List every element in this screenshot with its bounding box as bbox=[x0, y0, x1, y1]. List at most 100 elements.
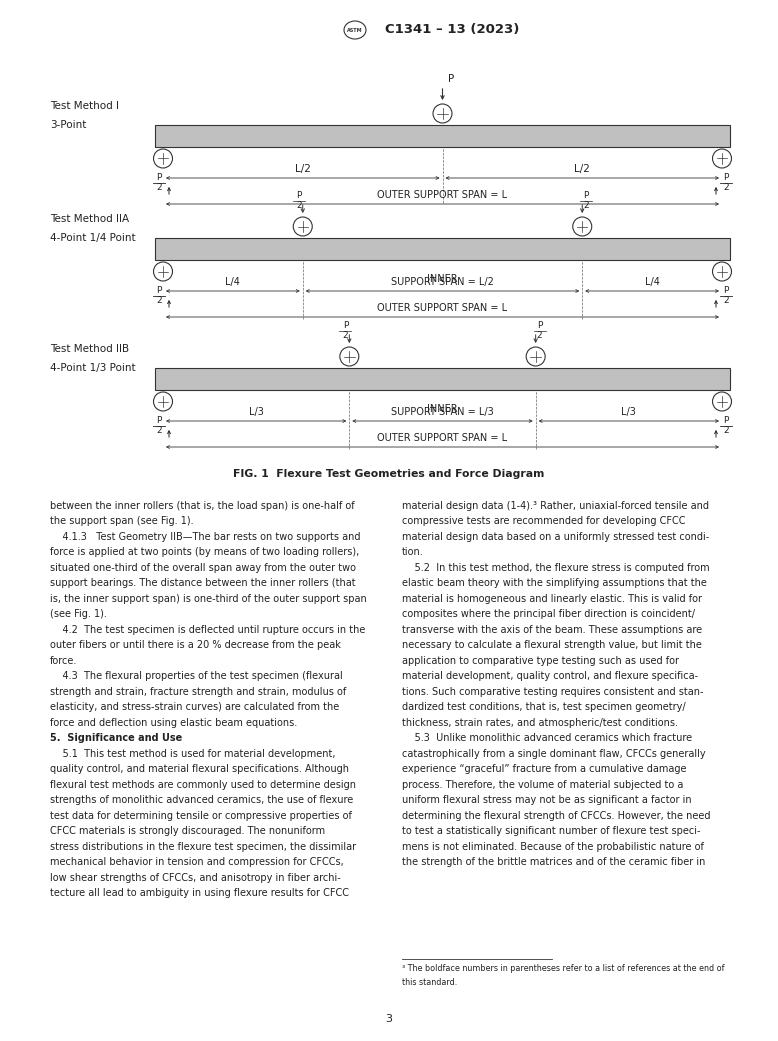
Text: 4-Point 1/3 Point: 4-Point 1/3 Point bbox=[50, 363, 135, 373]
Text: P: P bbox=[584, 191, 589, 200]
Text: INNER: INNER bbox=[427, 404, 457, 414]
Text: the support span (see Fig. 1).: the support span (see Fig. 1). bbox=[50, 516, 194, 527]
Text: force and deflection using elastic beam equations.: force and deflection using elastic beam … bbox=[50, 718, 297, 728]
Circle shape bbox=[526, 347, 545, 366]
Text: tions. Such comparative testing requires consistent and stan-: tions. Such comparative testing requires… bbox=[402, 687, 703, 697]
Text: P: P bbox=[724, 286, 729, 295]
Text: 4.1.3   Test Geometry IIB—The bar rests on two supports and: 4.1.3 Test Geometry IIB—The bar rests on… bbox=[50, 532, 360, 542]
Text: FIG. 1  Flexure Test Geometries and Force Diagram: FIG. 1 Flexure Test Geometries and Force… bbox=[233, 469, 545, 479]
Text: OUTER SUPPORT SPAN = L: OUTER SUPPORT SPAN = L bbox=[377, 303, 507, 313]
Text: 2: 2 bbox=[156, 297, 162, 305]
Text: L/4: L/4 bbox=[645, 277, 660, 287]
Text: L/2: L/2 bbox=[574, 164, 591, 174]
Text: this standard.: this standard. bbox=[402, 977, 457, 987]
Text: mechanical behavior in tension and compression for CFCCs,: mechanical behavior in tension and compr… bbox=[50, 858, 344, 867]
Text: experience “graceful” fracture from a cumulative damage: experience “graceful” fracture from a cu… bbox=[402, 764, 686, 775]
Text: necessary to calculate a flexural strength value, but limit the: necessary to calculate a flexural streng… bbox=[402, 640, 702, 651]
Text: INNER: INNER bbox=[427, 274, 457, 284]
Text: 4.3  The flexural properties of the test specimen (flexural: 4.3 The flexural properties of the test … bbox=[50, 671, 343, 682]
Text: process. Therefore, the volume of material subjected to a: process. Therefore, the volume of materi… bbox=[402, 780, 683, 790]
Text: compressive tests are recommended for developing CFCC: compressive tests are recommended for de… bbox=[402, 516, 685, 527]
Text: outer fibers or until there is a 20 % decrease from the peak: outer fibers or until there is a 20 % de… bbox=[50, 640, 341, 651]
Text: P: P bbox=[156, 173, 162, 182]
Text: material design data based on a uniformly stressed test condi-: material design data based on a uniforml… bbox=[402, 532, 710, 542]
Circle shape bbox=[153, 149, 173, 168]
Text: P: P bbox=[156, 416, 162, 425]
Text: the strength of the brittle matrices and of the ceramic fiber in: the strength of the brittle matrices and… bbox=[402, 858, 706, 867]
Circle shape bbox=[340, 347, 359, 366]
Text: P: P bbox=[342, 321, 348, 330]
Text: strength and strain, fracture strength and strain, modulus of: strength and strain, fracture strength a… bbox=[50, 687, 346, 697]
Circle shape bbox=[433, 104, 452, 123]
Text: strengths of monolithic advanced ceramics, the use of flexure: strengths of monolithic advanced ceramic… bbox=[50, 795, 353, 806]
Text: 2: 2 bbox=[156, 183, 162, 193]
Text: 2: 2 bbox=[156, 427, 162, 435]
Text: catastrophically from a single dominant flaw, CFCCs generally: catastrophically from a single dominant … bbox=[402, 750, 706, 759]
Text: material is homogeneous and linearly elastic. This is valid for: material is homogeneous and linearly ela… bbox=[402, 594, 702, 604]
Text: ASTM: ASTM bbox=[347, 27, 363, 32]
Text: 2: 2 bbox=[724, 183, 729, 193]
Text: L/3: L/3 bbox=[249, 407, 264, 417]
Text: 2: 2 bbox=[724, 427, 729, 435]
Circle shape bbox=[713, 262, 731, 281]
Text: tion.: tion. bbox=[402, 548, 424, 558]
Text: L/4: L/4 bbox=[226, 277, 240, 287]
Text: dardized test conditions, that is, test specimen geometry/: dardized test conditions, that is, test … bbox=[402, 703, 685, 712]
Text: force.: force. bbox=[50, 656, 77, 666]
Text: composites where the principal fiber direction is coincident/: composites where the principal fiber dir… bbox=[402, 609, 695, 619]
Circle shape bbox=[713, 392, 731, 411]
Circle shape bbox=[153, 262, 173, 281]
Text: Test Method IIA: Test Method IIA bbox=[50, 214, 129, 224]
Text: 2: 2 bbox=[537, 331, 542, 340]
Text: CFCC materials is strongly discouraged. The nonuniform: CFCC materials is strongly discouraged. … bbox=[50, 827, 325, 837]
Text: Test Method IIB: Test Method IIB bbox=[50, 344, 129, 354]
Text: 4-Point 1/4 Point: 4-Point 1/4 Point bbox=[50, 233, 135, 243]
Text: thickness, strain rates, and atmospheric/test conditions.: thickness, strain rates, and atmospheric… bbox=[402, 718, 678, 728]
Text: OUTER SUPPORT SPAN = L: OUTER SUPPORT SPAN = L bbox=[377, 191, 507, 200]
Text: low shear strengths of CFCCs, and anisotropy in fiber archi-: low shear strengths of CFCCs, and anisot… bbox=[50, 873, 341, 883]
Text: P: P bbox=[296, 191, 301, 200]
Circle shape bbox=[573, 217, 592, 236]
Text: 5.3  Unlike monolithic advanced ceramics which fracture: 5.3 Unlike monolithic advanced ceramics … bbox=[402, 734, 692, 743]
Text: elasticity, and stress-strain curves) are calculated from the: elasticity, and stress-strain curves) ar… bbox=[50, 703, 339, 712]
Text: P: P bbox=[537, 321, 542, 330]
Text: C1341 – 13 (2023): C1341 – 13 (2023) bbox=[385, 24, 520, 36]
Text: SUPPORT SPAN = L/3: SUPPORT SPAN = L/3 bbox=[391, 407, 494, 417]
Text: SUPPORT SPAN = L/2: SUPPORT SPAN = L/2 bbox=[391, 278, 494, 287]
Text: transverse with the axis of the beam. These assumptions are: transverse with the axis of the beam. Th… bbox=[402, 625, 702, 635]
Text: tecture all lead to ambiguity in using flexure results for CFCC: tecture all lead to ambiguity in using f… bbox=[50, 889, 349, 898]
Text: L/3: L/3 bbox=[622, 407, 636, 417]
Text: is, the inner support span) is one-third of the outer support span: is, the inner support span) is one-third… bbox=[50, 594, 366, 604]
Text: 5.1  This test method is used for material development,: 5.1 This test method is used for materia… bbox=[50, 750, 335, 759]
Text: ³ The boldface numbers in parentheses refer to a list of references at the end o: ³ The boldface numbers in parentheses re… bbox=[402, 964, 724, 973]
Text: 5.  Significance and Use: 5. Significance and Use bbox=[50, 734, 182, 743]
Circle shape bbox=[713, 149, 731, 168]
Text: between the inner rollers (that is, the load span) is one-half of: between the inner rollers (that is, the … bbox=[50, 501, 355, 511]
Text: P: P bbox=[448, 74, 455, 84]
Text: OUTER SUPPORT SPAN = L: OUTER SUPPORT SPAN = L bbox=[377, 433, 507, 443]
Bar bbox=[155, 369, 730, 390]
Text: 2: 2 bbox=[584, 202, 589, 210]
Bar bbox=[155, 125, 730, 147]
Circle shape bbox=[293, 217, 312, 236]
Text: 2: 2 bbox=[724, 297, 729, 305]
Text: L/2: L/2 bbox=[295, 164, 310, 174]
Text: situated one-third of the overall span away from the outer two: situated one-third of the overall span a… bbox=[50, 563, 356, 573]
Text: test data for determining tensile or compressive properties of: test data for determining tensile or com… bbox=[50, 811, 352, 821]
Text: 3: 3 bbox=[386, 1014, 392, 1024]
Text: flexural test methods are commonly used to determine design: flexural test methods are commonly used … bbox=[50, 780, 356, 790]
Text: uniform flexural stress may not be as significant a factor in: uniform flexural stress may not be as si… bbox=[402, 795, 692, 806]
Text: 2: 2 bbox=[342, 331, 348, 340]
Text: mens is not eliminated. Because of the probabilistic nature of: mens is not eliminated. Because of the p… bbox=[402, 842, 704, 852]
Circle shape bbox=[153, 392, 173, 411]
Text: 4.2  The test specimen is deflected until rupture occurs in the: 4.2 The test specimen is deflected until… bbox=[50, 625, 366, 635]
Text: 2: 2 bbox=[296, 202, 302, 210]
Text: material design data (1-4).³ Rather, uniaxial-forced tensile and: material design data (1-4).³ Rather, uni… bbox=[402, 501, 709, 511]
Text: stress distributions in the flexure test specimen, the dissimilar: stress distributions in the flexure test… bbox=[50, 842, 356, 852]
Text: support bearings. The distance between the inner rollers (that: support bearings. The distance between t… bbox=[50, 579, 356, 588]
Text: P: P bbox=[724, 173, 729, 182]
Text: Test Method I: Test Method I bbox=[50, 101, 119, 111]
Text: force is applied at two points (by means of two loading rollers),: force is applied at two points (by means… bbox=[50, 548, 359, 558]
Text: material development, quality control, and flexure specifica-: material development, quality control, a… bbox=[402, 671, 698, 682]
Text: P: P bbox=[156, 286, 162, 295]
